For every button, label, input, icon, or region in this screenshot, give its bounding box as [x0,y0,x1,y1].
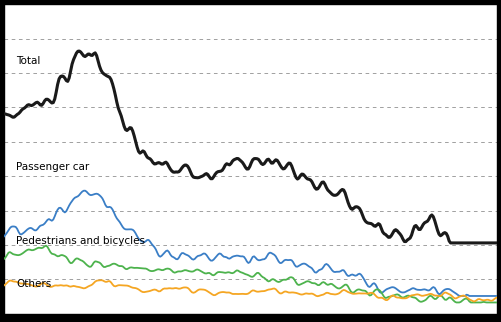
Text: Pedestrians and bicycles: Pedestrians and bicycles [17,236,145,246]
Text: Passenger car: Passenger car [17,162,90,172]
Text: Others: Others [17,279,52,289]
Text: Total: Total [17,56,41,66]
